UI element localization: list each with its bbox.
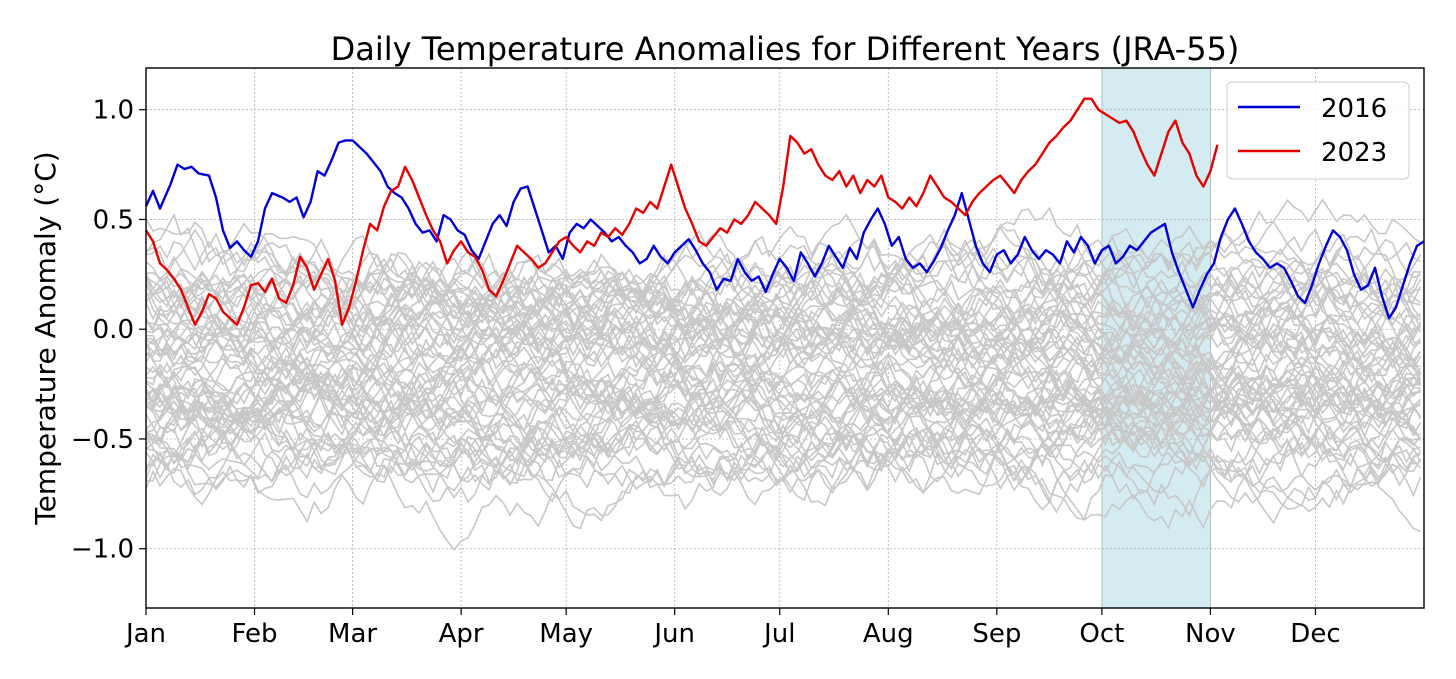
- background-year-line: [145, 241, 1421, 359]
- axis-ticks-layer: Jan Feb Mar Apr May Jun Jul Aug Sep Oct Nov Dec 1.0 0…: [71, 96, 1341, 649]
- background-year-line: [145, 228, 1422, 347]
- background-year-line: [145, 281, 1421, 404]
- x-tick-label: Jul: [762, 619, 795, 649]
- x-tick-label: Nov: [1185, 619, 1236, 649]
- background-year-line: [145, 349, 1422, 459]
- background-year-line: [145, 268, 1422, 389]
- series-line-2016: [144, 139, 1425, 320]
- legend: 2016 2023: [1226, 81, 1410, 180]
- background-year-line: [145, 325, 1422, 445]
- x-tick-label: Dec: [1290, 619, 1340, 649]
- background-year-line: [145, 265, 1421, 380]
- x-tick-label: Jan: [124, 619, 166, 649]
- background-year-line: [145, 252, 1421, 371]
- y-tick-label: 0.0: [93, 315, 134, 345]
- y-axis-label: Temperature Anomaly (°C): [29, 151, 62, 525]
- series-line-2023: [144, 97, 1219, 326]
- background-year-line: [145, 326, 1422, 436]
- background-year-line: [145, 352, 1421, 468]
- background-year-line: [145, 213, 1422, 327]
- x-tick-label: Sep: [972, 619, 1021, 649]
- y-tick-label: −1.0: [71, 535, 134, 565]
- plot-frame: [145, 67, 1425, 609]
- background-year-line: [145, 259, 1422, 358]
- x-tick-label: Aug: [863, 619, 914, 649]
- x-tick-label: Mar: [328, 619, 377, 649]
- background-year-line: [145, 402, 1422, 504]
- y-tick-label: 1.0: [93, 96, 134, 126]
- background-year-line: [145, 412, 1421, 552]
- y-tick-label: 0.5: [93, 205, 134, 235]
- background-year-line: [145, 255, 1422, 363]
- x-tick-label: Oct: [1079, 619, 1124, 649]
- background-year-line: [145, 336, 1422, 446]
- background-year-line: [145, 262, 1422, 369]
- background-year-line: [145, 229, 1421, 354]
- x-tick-label: Jun: [652, 619, 695, 649]
- background-years-layer: [145, 198, 1422, 552]
- background-year-line: [145, 206, 1421, 325]
- background-year-line: [145, 352, 1421, 464]
- x-tick-label: Feb: [232, 619, 278, 649]
- highlighted-series-layer: [144, 97, 1425, 326]
- chart-title: Daily Temperature Anomalies for Differen…: [331, 30, 1240, 68]
- background-year-line: [145, 311, 1422, 426]
- background-year-line: [145, 327, 1422, 454]
- background-year-line: [145, 198, 1421, 316]
- x-tick-label: Apr: [439, 619, 484, 649]
- background-year-line: [145, 319, 1422, 433]
- legend-label-2023: 2023: [1321, 138, 1387, 168]
- background-year-line: [145, 363, 1422, 495]
- background-year-line: [145, 423, 1422, 525]
- x-tick-label: May: [539, 619, 593, 649]
- y-tick-label: −0.5: [71, 425, 134, 455]
- legend-label-2016: 2016: [1321, 94, 1387, 124]
